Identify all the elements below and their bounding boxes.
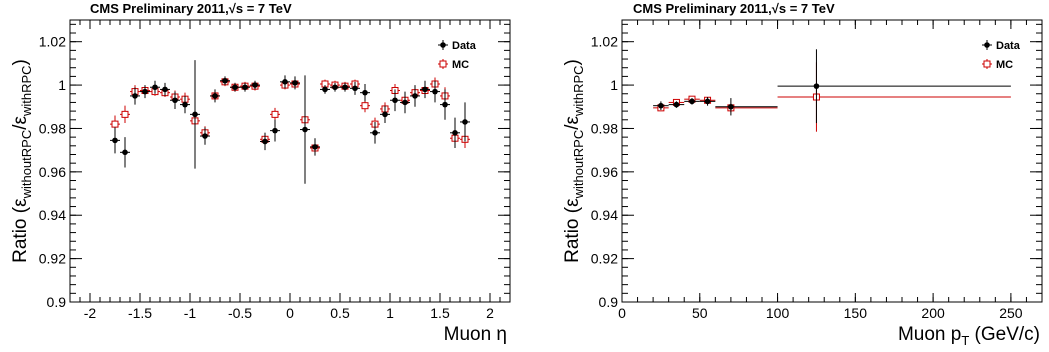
left-legend-mc-marker — [439, 60, 447, 68]
left-y-tick-label: 0.96 — [39, 164, 66, 180]
left-y-tick-label: 0.94 — [39, 207, 66, 223]
right-data-point — [658, 102, 664, 109]
right-legend-data-marker — [984, 42, 990, 48]
left-x-tick-label: 2 — [486, 305, 494, 321]
left-data-point — [172, 97, 178, 104]
left-x-tick-label: 0 — [286, 305, 294, 321]
right-data-point — [673, 101, 680, 108]
left-legend-data-marker — [440, 42, 446, 48]
left-data-point — [222, 77, 228, 84]
left-panel: CMS Preliminary 2011,√s = 7 TeV 0.90.920… — [10, 1, 511, 345]
right-data-point — [728, 103, 734, 110]
right-legend-data-label: Data — [996, 40, 1021, 52]
left-data-point — [312, 144, 318, 150]
left-data-point — [412, 93, 418, 99]
left-data-point — [452, 130, 458, 136]
right-data-marks — [653, 49, 1011, 132]
left-data-point — [382, 111, 388, 118]
right-x-tick-label: 100 — [766, 305, 790, 321]
left-data-point — [132, 93, 138, 99]
left-data-point — [442, 101, 448, 108]
left-data-point — [352, 85, 358, 92]
left-y-tick-label: 0.92 — [39, 251, 66, 267]
left-axis-ticks: 0.9 0.92 0.94 0.96 0.98 1 1.02 -2 -1.5 -1 -0.5 0 0.5… — [39, 20, 511, 321]
left-data-point — [242, 84, 248, 91]
left-x-tick-label: 0.5 — [330, 305, 350, 321]
right-y-tick-label: 1 — [610, 77, 618, 93]
left-data-point — [192, 111, 198, 118]
left-y-tick-label: 1.02 — [39, 34, 66, 50]
right-y-tick-label: 0.9 — [599, 294, 619, 310]
right-x-axis-label: Muon pT (GeV/c) — [898, 324, 1040, 348]
right-y-tick-label: 0.96 — [591, 164, 618, 180]
left-data-point — [282, 79, 288, 85]
left-data-point — [122, 149, 128, 156]
right-x-tick-label: 200 — [921, 305, 945, 321]
left-data-point — [262, 138, 268, 145]
left-x-axis-label: Muon η — [444, 324, 507, 345]
left-data-point — [462, 119, 468, 125]
right-axis-ticks: 0.9 0.92 0.94 0.96 0.98 1 1.02 0 50 100 150 200 250 — [591, 20, 1043, 321]
left-data-point — [402, 99, 408, 106]
left-data-point — [272, 127, 278, 134]
left-data-point — [372, 130, 378, 136]
right-frame — [621, 19, 1043, 303]
right-y-tick-label: 0.94 — [591, 207, 618, 223]
left-data-point — [292, 80, 298, 86]
left-data-point — [322, 86, 328, 93]
right-legend-mc-marker — [983, 60, 991, 68]
right-y-tick-label: 0.92 — [591, 251, 618, 267]
left-x-tick-label: -0.5 — [228, 305, 252, 321]
left-y-tick-label: 0.98 — [39, 120, 66, 136]
left-data-point — [342, 84, 348, 91]
left-x-tick-label: 1.5 — [430, 305, 450, 321]
left-x-tick-label: -1 — [184, 305, 197, 321]
right-x-tick-label: 250 — [999, 305, 1023, 321]
left-mc-point — [361, 102, 369, 110]
left-data-point — [432, 88, 438, 95]
right-panel: CMS Preliminary 2011,√s = 7 TeV 0.90.920… — [562, 1, 1043, 348]
left-data-point — [232, 84, 238, 91]
left-x-tick-label: -2 — [84, 305, 97, 321]
left-data-point — [332, 84, 338, 91]
left-y-tick-label: 1 — [58, 77, 66, 93]
left-mc-point — [121, 110, 129, 118]
right-legend: Data MC — [982, 40, 1021, 71]
left-data-point — [152, 84, 158, 91]
right-data-point — [704, 98, 711, 105]
left-x-tick-label: 1 — [386, 305, 394, 321]
left-data-point — [162, 86, 168, 93]
left-data-point — [142, 88, 148, 95]
right-x-tick-label: 50 — [692, 305, 708, 321]
left-legend: Data MC — [438, 40, 477, 71]
left-y-tick-label: 0.9 — [47, 294, 67, 310]
left-data-point — [202, 133, 208, 139]
left-legend-data-label: Data — [452, 40, 477, 52]
left-data-point — [182, 101, 188, 108]
right-legend-mc-label: MC — [996, 59, 1013, 71]
right-title: CMS Preliminary 2011,√s = 7 TeV — [633, 1, 835, 16]
left-data-point — [392, 97, 398, 104]
left-data-marks — [110, 60, 470, 184]
left-mc-point — [271, 110, 279, 118]
left-y-axis-label: Ratio (εwithoutRPC/εwithRPC) — [10, 59, 34, 263]
left-data-point — [422, 86, 428, 93]
left-x-tick-label: -1.5 — [128, 305, 152, 321]
left-data-point — [112, 137, 118, 144]
left-mc-point — [111, 120, 119, 128]
left-title: CMS Preliminary 2011,√s = 7 TeV — [90, 1, 292, 16]
right-data-point — [813, 83, 820, 89]
right-data-point — [689, 98, 695, 105]
left-data-point — [362, 89, 368, 96]
left-data-point — [252, 82, 258, 88]
right-x-tick-label: 0 — [618, 305, 626, 321]
left-data-point — [302, 126, 308, 133]
right-y-axis-label: Ratio (εwithoutRPC/εwithRPC) — [562, 59, 586, 263]
right-y-tick-label: 1.02 — [591, 34, 618, 50]
right-y-tick-label: 0.98 — [591, 120, 618, 136]
right-x-tick-label: 150 — [844, 305, 868, 321]
left-data-point — [212, 93, 218, 99]
left-legend-mc-label: MC — [452, 59, 469, 71]
